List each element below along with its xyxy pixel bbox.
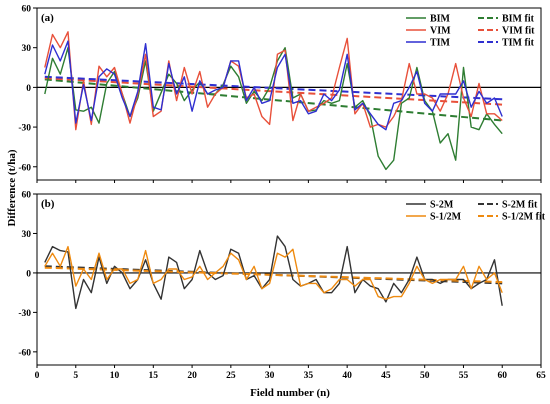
legend-label: S-2M fit	[502, 200, 538, 211]
y-axis-title: Difference (t/ha)	[6, 149, 18, 226]
y-tick-label: -60	[18, 163, 31, 173]
plot-frame	[36, 7, 542, 181]
panel-label: (a)	[41, 12, 54, 24]
legend-label: S-1/2M fit	[502, 212, 546, 223]
legend-label: BIM fit	[502, 14, 535, 25]
x-tick-label: 50	[420, 371, 430, 381]
legend-label: BIM	[430, 14, 451, 25]
y-tick-label: 30	[22, 230, 32, 240]
x-tick-label: 65	[536, 371, 546, 381]
y-tick-label: 60	[22, 5, 32, 15]
plot-frame	[36, 193, 542, 366]
y-tick-label: -60	[18, 348, 31, 358]
x-tick-label: 20	[187, 371, 197, 381]
legend-label: TIM	[430, 38, 451, 49]
legend-label: VIM	[430, 26, 451, 37]
x-tick-label: 30	[265, 371, 275, 381]
y-tick-label: 0	[26, 84, 31, 94]
series-line	[44, 235, 503, 310]
x-axis-title: Field number (n)	[250, 387, 330, 399]
x-tick-label: 0	[35, 371, 40, 381]
x-tick-label: 25	[226, 371, 236, 381]
series-line	[44, 31, 503, 131]
x-tick-label: 10	[110, 371, 120, 381]
panel-label: (b)	[41, 198, 55, 210]
series-line	[44, 245, 503, 300]
y-tick-label: -30	[18, 124, 31, 134]
x-tick-label: 35	[304, 371, 314, 381]
legend-label: S-1/2M	[430, 212, 462, 223]
y-tick-label: 30	[22, 44, 32, 54]
y-tick-label: 0	[26, 269, 31, 279]
legend-label: VIM fit	[502, 26, 535, 37]
x-tick-label: 5	[73, 371, 78, 381]
y-tick-label: 60	[22, 191, 32, 201]
legend-label: S-2M	[430, 200, 454, 211]
x-axis: 0 5 10 15 20 25 30 35 40 45 50 55 60 65	[35, 371, 546, 381]
y-tick-label: -30	[18, 309, 31, 319]
x-tick-label: 55	[459, 371, 469, 381]
series-line	[44, 40, 503, 131]
x-tick-label: 60	[497, 371, 507, 381]
x-tick-label: 45	[381, 371, 391, 381]
x-tick-label: 15	[149, 371, 159, 381]
x-tick-label: 40	[342, 371, 352, 381]
legend-label: TIM fit	[502, 38, 535, 49]
